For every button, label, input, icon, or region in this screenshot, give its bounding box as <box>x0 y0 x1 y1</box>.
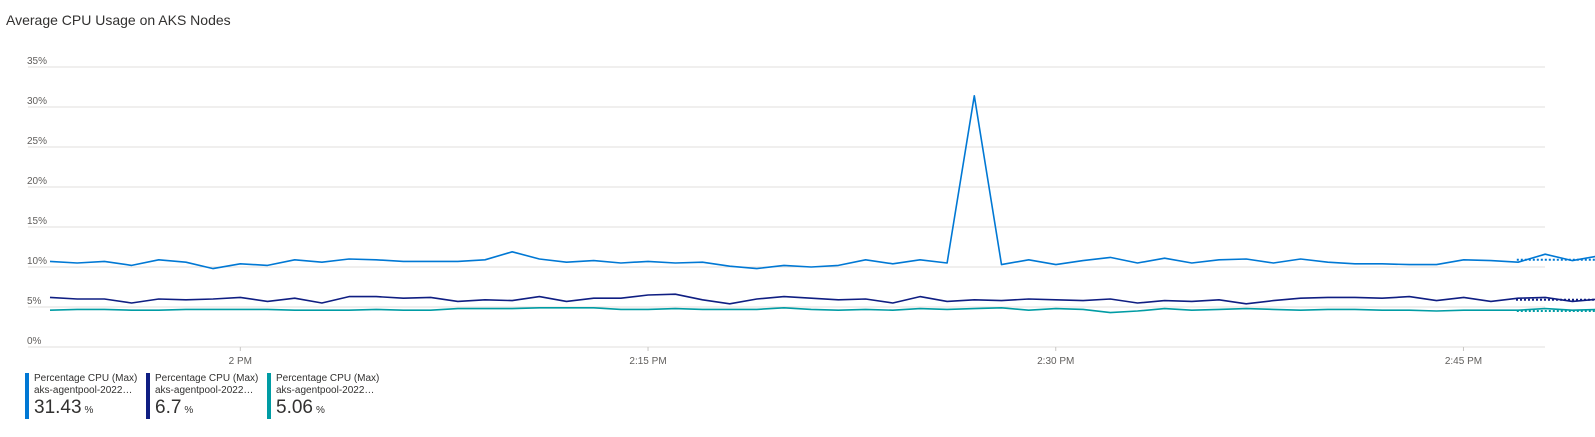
y-tick-label: 35% <box>27 56 47 67</box>
x-tick-label: 2:15 PM <box>629 356 666 367</box>
legend-value: 6.7% <box>155 397 194 418</box>
legend-resource-name: aks-agentpool-202229... <box>155 385 255 396</box>
legend-value: 5.06% <box>276 397 325 418</box>
legend-color-bar <box>146 373 150 419</box>
chart-title: Average CPU Usage on AKS Nodes <box>6 12 231 28</box>
legend: Percentage CPU (Max) aks-agentpool-20222… <box>25 373 388 419</box>
legend-color-bar <box>267 373 271 419</box>
y-tick-label: 0% <box>27 336 42 347</box>
legend-color-bar <box>25 373 29 419</box>
y-tick-label: 10% <box>27 256 47 267</box>
x-tick-label: 2:30 PM <box>1037 356 1074 367</box>
y-tick-label: 5% <box>27 296 42 307</box>
y-axis-ticks: 0% 5% 10% 15% 20% 25% 30% 35% <box>27 56 47 347</box>
legend-series-name: Percentage CPU (Max) <box>276 373 380 384</box>
legend-item-3[interactable]: Percentage CPU (Max) aks-agentpool-20222… <box>267 373 388 419</box>
legend-item-2[interactable]: Percentage CPU (Max) aks-agentpool-20222… <box>146 373 267 419</box>
x-tick-label: 2 PM <box>229 356 252 367</box>
y-tick-label: 20% <box>27 176 47 187</box>
x-axis-ticks: 2 PM 2:15 PM 2:30 PM 2:45 PM <box>229 347 1482 367</box>
legend-resource-name: aks-agentpool-202229... <box>276 385 376 396</box>
cpu-line-chart: 0% 5% 10% 15% 20% 25% 30% 35% 2 PM 2:15 PM 2:30 P… <box>27 56 1595 367</box>
y-tick-label: 25% <box>27 136 47 147</box>
x-tick-label: 2:45 PM <box>1445 356 1482 367</box>
legend-item-1[interactable]: Percentage CPU (Max) aks-agentpool-20222… <box>25 373 146 419</box>
y-tick-label: 30% <box>27 96 47 107</box>
legend-value: 31.43% <box>34 397 94 418</box>
grid-lines <box>28 66 1545 348</box>
series-line-1[interactable] <box>49 95 1595 270</box>
legend-series-name: Percentage CPU (Max) <box>34 373 138 384</box>
series-line-2[interactable] <box>49 293 1595 305</box>
series-lines <box>49 95 1595 314</box>
legend-resource-name: aks-agentpool-202229... <box>34 385 134 396</box>
series-line-3[interactable] <box>49 306 1595 314</box>
legend-series-name: Percentage CPU (Max) <box>155 373 259 384</box>
y-tick-label: 15% <box>27 216 47 227</box>
